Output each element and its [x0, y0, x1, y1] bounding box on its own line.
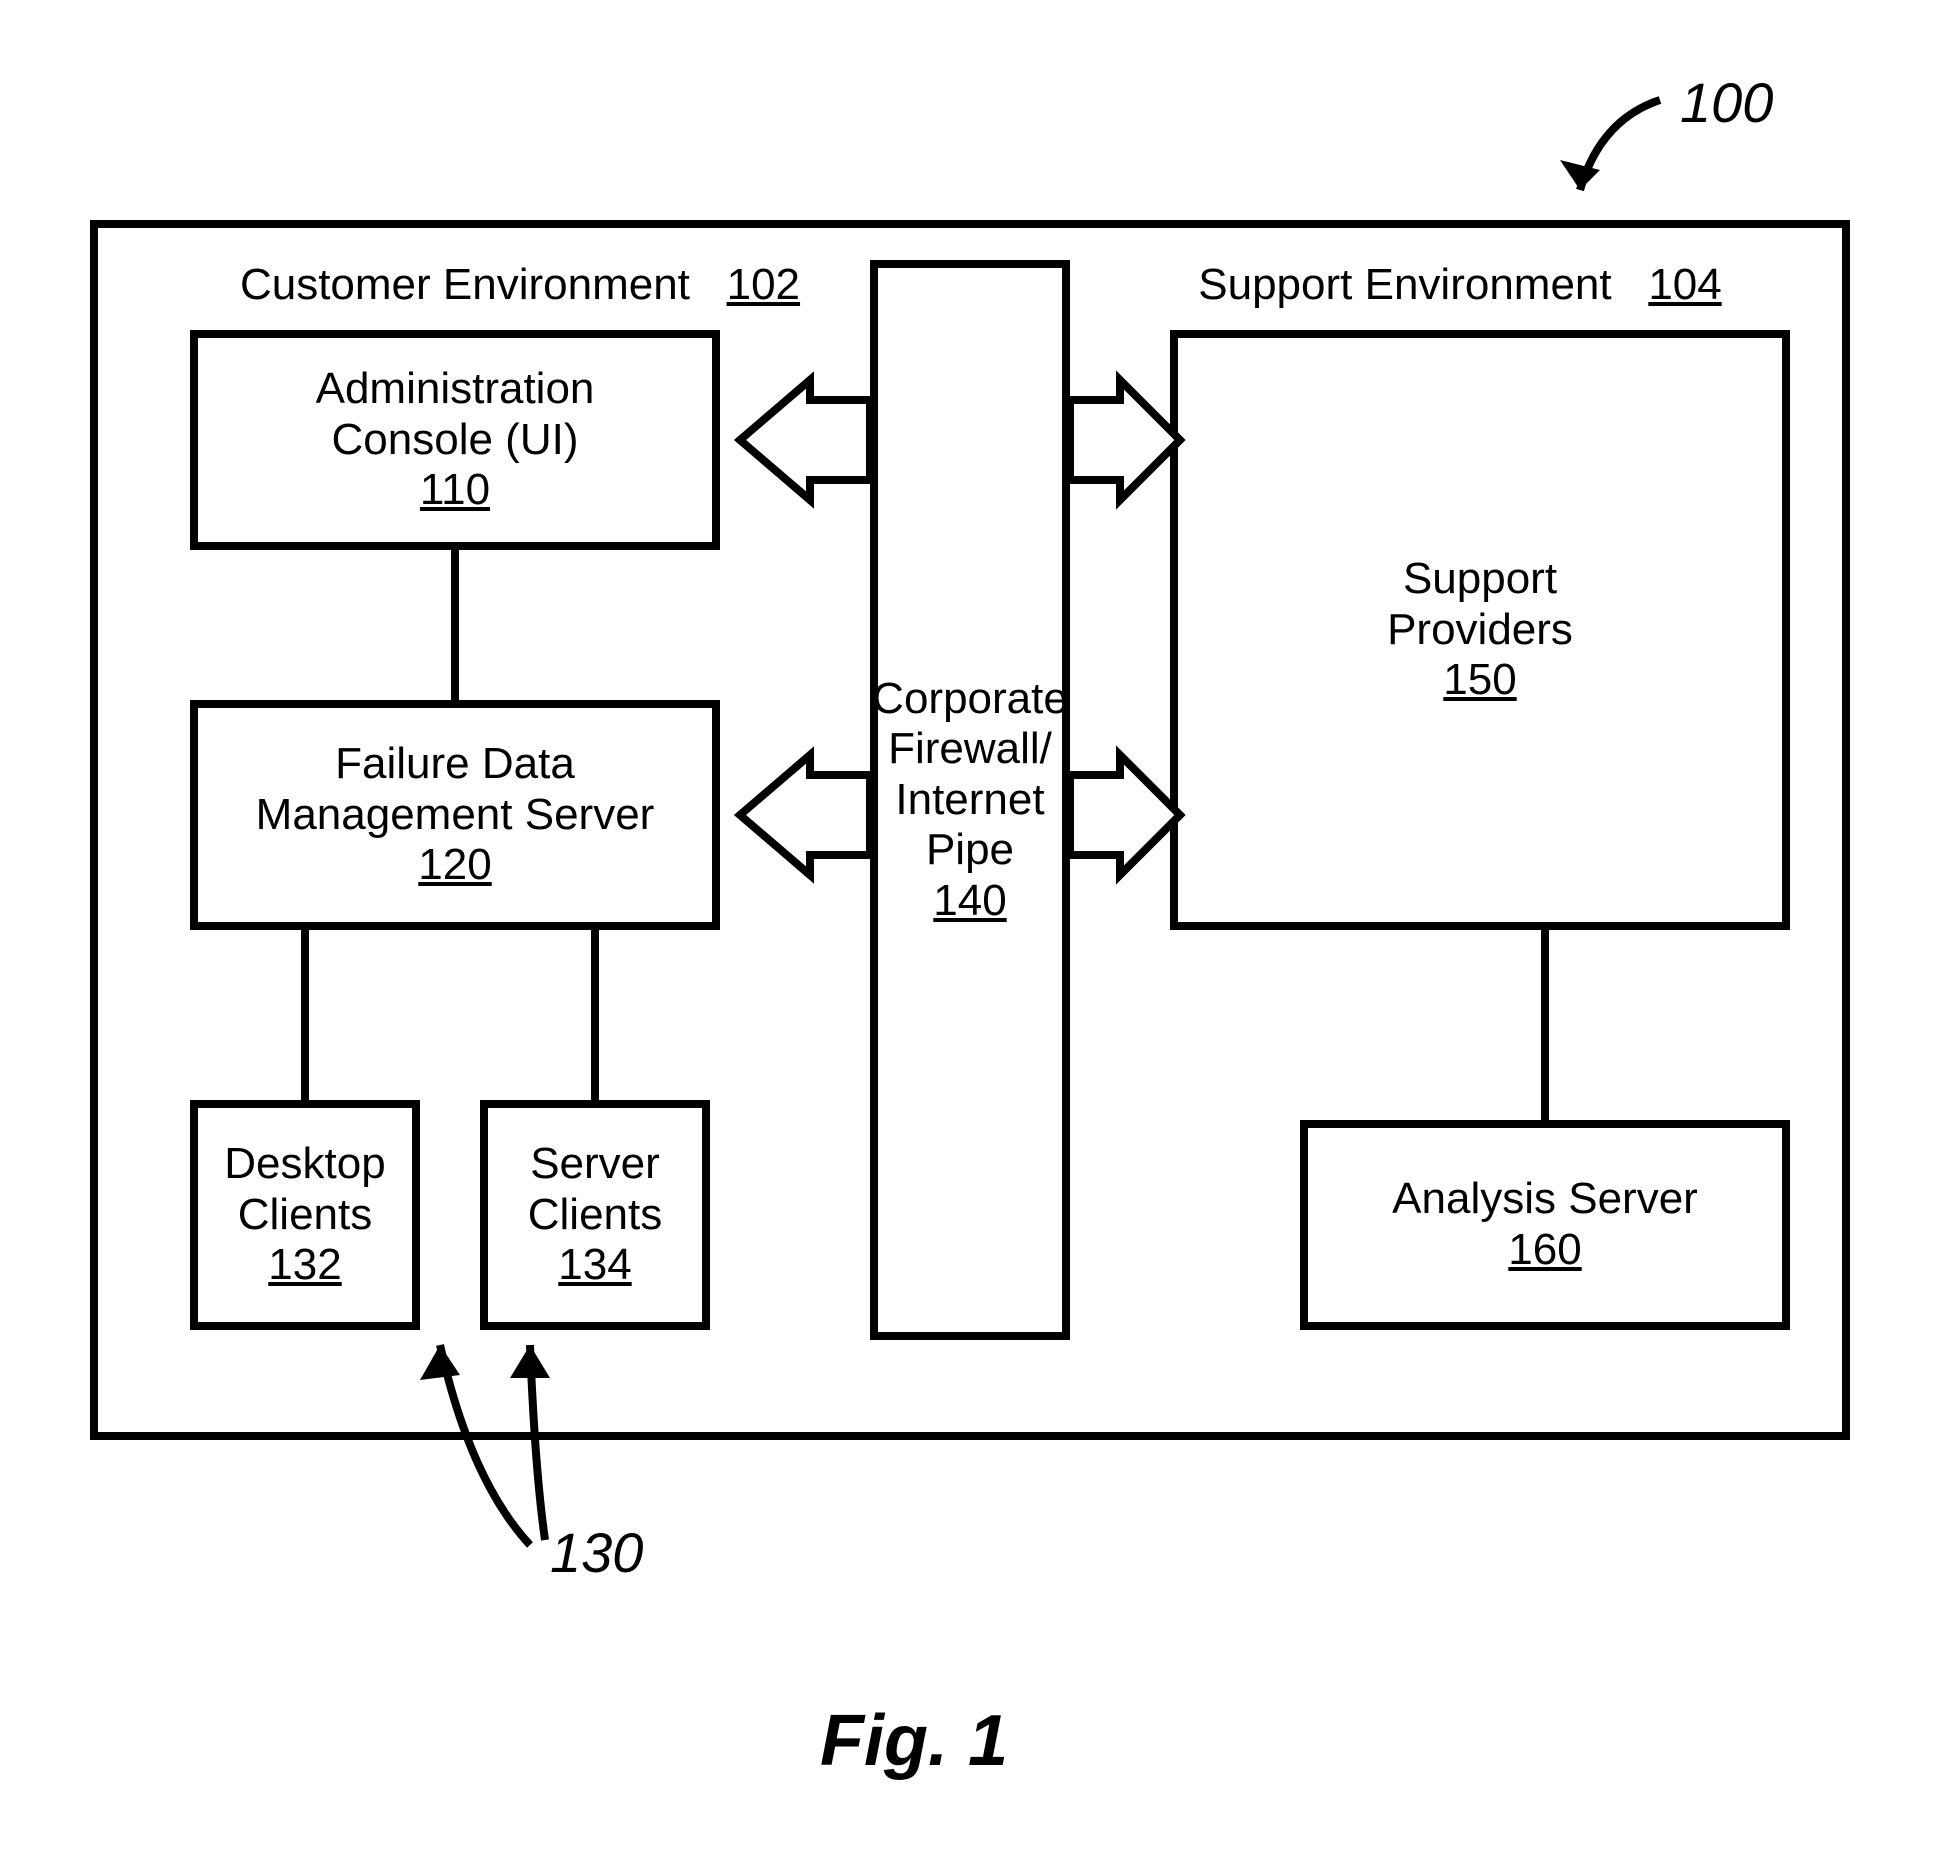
header-support-label: Support Environment — [1198, 260, 1611, 309]
header-customer-environment: Customer Environment 102 — [200, 260, 840, 311]
header-customer-ref: 102 — [727, 260, 800, 309]
node-support-providers: Support Providers 150 — [1170, 330, 1790, 930]
figure-label: Fig. 1 — [820, 1700, 1008, 1782]
callout-ref-130: 130 — [550, 1520, 643, 1585]
node-administration-console: Administration Console (UI) 110 — [190, 330, 720, 550]
header-support-ref: 104 — [1648, 260, 1721, 309]
node-analysis-server: Analysis Server 160 — [1300, 1120, 1790, 1330]
node-desktop-clients: Desktop Clients 132 — [190, 1100, 420, 1330]
node-server-clients: Server Clients 134 — [480, 1100, 710, 1330]
header-customer-label: Customer Environment — [240, 260, 690, 309]
node-corporate-firewall: Corporate Firewall/ Internet Pipe 140 — [870, 260, 1070, 1340]
node-failure-data-management-server: Failure Data Management Server 120 — [190, 700, 720, 930]
header-support-environment: Support Environment 104 — [1140, 260, 1780, 311]
figure-ref-100: 100 — [1680, 70, 1773, 135]
